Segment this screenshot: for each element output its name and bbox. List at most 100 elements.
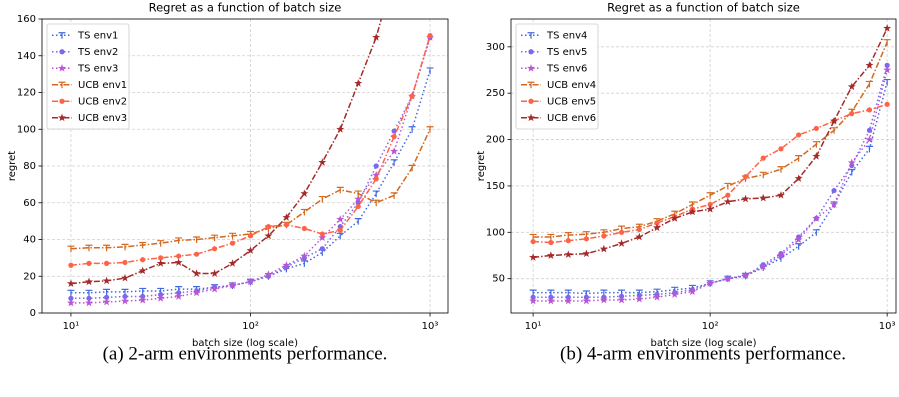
caption: (b) 4-arm environments performance.	[560, 343, 846, 364]
marker	[776, 191, 785, 199]
x-axis-label: batch size (log scale)	[651, 338, 757, 349]
marker	[104, 260, 110, 266]
marker	[318, 195, 326, 203]
marker	[228, 281, 237, 289]
marker	[229, 240, 236, 246]
y-axis-label: regret	[476, 151, 487, 181]
marker	[883, 65, 892, 74]
marker	[831, 187, 837, 194]
marker	[68, 295, 74, 301]
x-tick-label: 10²	[242, 321, 259, 332]
marker	[653, 223, 661, 232]
marker	[300, 189, 309, 197]
marker	[103, 288, 111, 296]
marker	[193, 251, 200, 257]
marker	[865, 135, 874, 143]
legend-label: TS env4	[546, 30, 587, 41]
marker	[102, 297, 111, 306]
marker	[794, 235, 803, 244]
legend-label: TS env3	[77, 63, 118, 74]
marker	[741, 270, 750, 279]
marker	[246, 277, 255, 286]
legend-label: UCB env2	[78, 96, 127, 107]
legend-label: UCB env6	[547, 113, 596, 124]
marker	[706, 204, 715, 213]
marker	[795, 155, 803, 162]
marker	[300, 208, 308, 216]
marker	[158, 255, 164, 261]
y-tick-label: 300	[486, 42, 505, 53]
legend-label: TS env5	[546, 47, 587, 58]
x-tick-label: 10¹	[525, 321, 542, 332]
marker	[67, 289, 75, 297]
marker	[426, 126, 434, 133]
marker	[635, 294, 644, 303]
marker	[138, 295, 147, 304]
y-tick-label: 100	[486, 227, 505, 238]
marker	[228, 259, 237, 267]
x-tick-label: 10³	[422, 321, 439, 332]
x-tick-label: 10³	[879, 321, 896, 332]
marker	[282, 213, 291, 221]
marker	[706, 192, 714, 199]
marker	[58, 32, 66, 39]
marker	[601, 233, 607, 239]
marker	[527, 113, 535, 122]
legend-label: UCB env5	[547, 96, 596, 107]
plot-frame	[510, 18, 897, 314]
marker	[866, 107, 873, 113]
marker	[723, 197, 732, 206]
marker	[373, 176, 379, 182]
marker	[528, 49, 534, 55]
y-tick-label: 40	[23, 235, 36, 246]
marker	[84, 277, 93, 286]
marker	[848, 168, 856, 176]
marker	[883, 78, 891, 86]
marker	[759, 193, 768, 202]
marker	[548, 239, 554, 246]
y-tick-label: 0	[30, 308, 36, 319]
marker	[122, 293, 128, 300]
marker	[264, 270, 273, 278]
marker	[884, 101, 890, 107]
marker	[85, 244, 93, 252]
marker	[528, 98, 534, 104]
marker	[776, 251, 785, 259]
marker	[408, 126, 416, 133]
plot-area	[529, 24, 892, 305]
marker	[247, 233, 254, 239]
y-tick-label: 150	[486, 181, 505, 192]
marker	[830, 127, 838, 134]
marker	[884, 62, 890, 68]
marker	[156, 294, 165, 302]
marker	[742, 174, 749, 180]
marker	[283, 222, 290, 228]
marker	[372, 190, 380, 198]
legend: TS env4 TS env5 TS env6 UCB env4 UCB env5 UCB…	[515, 23, 599, 130]
marker	[812, 141, 820, 148]
marker	[66, 279, 75, 287]
marker	[391, 134, 397, 140]
marker	[636, 226, 642, 233]
marker	[86, 260, 92, 266]
marker	[865, 145, 873, 153]
y-tick-label: 250	[486, 88, 505, 99]
marker	[354, 190, 362, 198]
marker	[582, 249, 591, 258]
legend-label: UCB env3	[78, 113, 127, 124]
marker	[883, 24, 892, 32]
legend-box	[46, 23, 130, 130]
marker	[688, 207, 697, 216]
marker	[599, 295, 608, 304]
marker	[725, 192, 731, 198]
marker	[599, 244, 608, 253]
marker	[408, 164, 416, 172]
marker	[336, 186, 344, 194]
marker	[336, 215, 345, 223]
marker	[58, 113, 66, 122]
series-line	[533, 65, 888, 298]
legend-label: UCB env4	[547, 80, 596, 91]
marker	[530, 238, 536, 245]
marker	[300, 251, 309, 260]
